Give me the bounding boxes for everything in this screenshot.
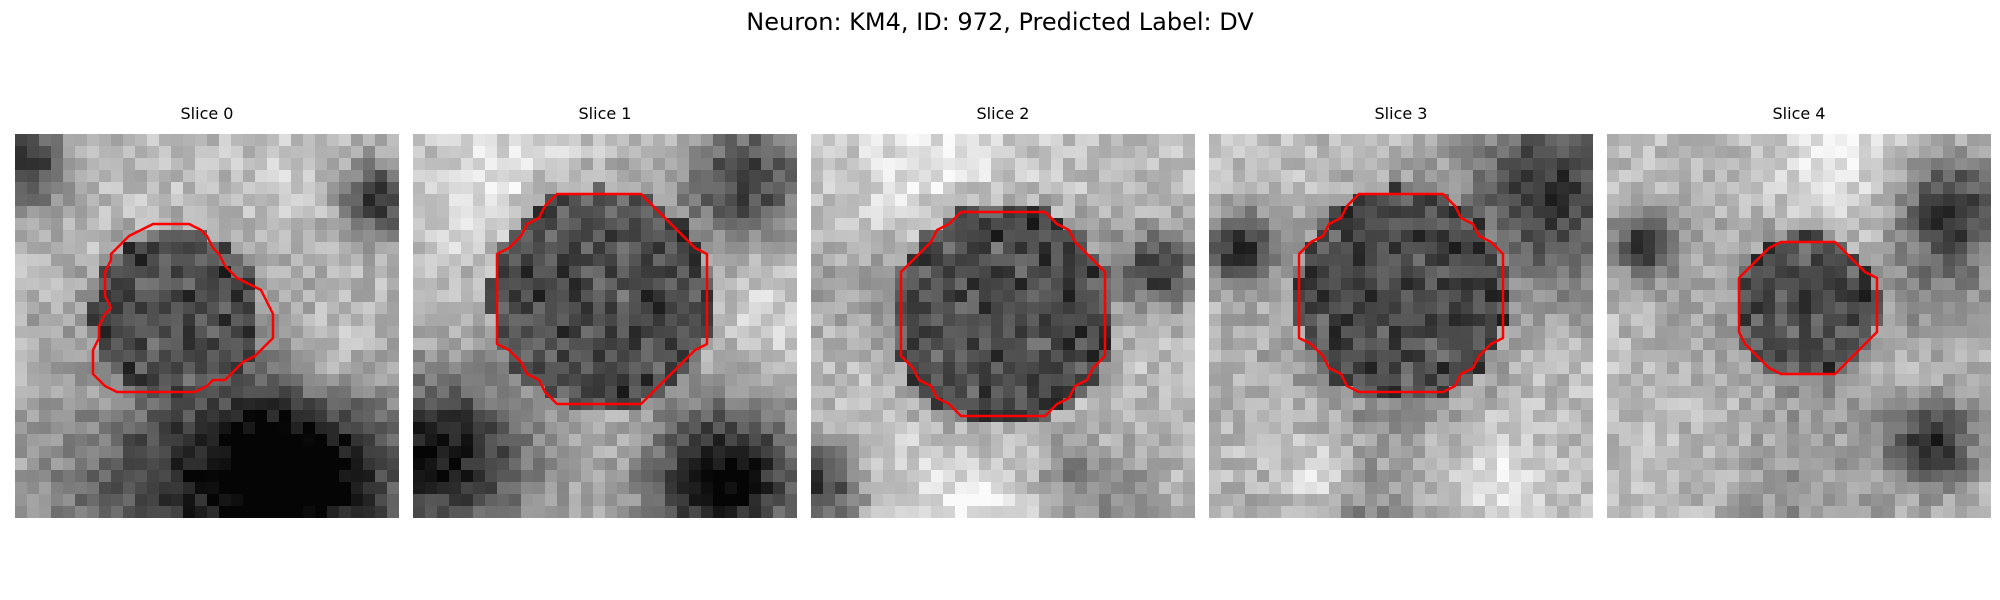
slice-title: Slice 0 — [180, 104, 234, 123]
pixel-grid — [15, 134, 399, 518]
pixel-grid — [413, 134, 797, 518]
slice-title: Slice 1 — [578, 104, 632, 123]
pixel-grid — [811, 134, 1195, 518]
figure-title: Neuron: KM4, ID: 972, Predicted Label: D… — [746, 8, 1254, 36]
neuron-contour — [899, 210, 1107, 418]
slice-image — [1209, 134, 1593, 518]
slice-title: Slice 4 — [1772, 104, 1826, 123]
slice-title: Slice 3 — [1374, 104, 1428, 123]
neuron-contour — [1737, 240, 1879, 376]
slice-title: Slice 2 — [976, 104, 1030, 123]
slice-image — [15, 134, 399, 518]
pixel-grid — [1607, 134, 1991, 518]
pixel-grid — [1209, 134, 1593, 518]
slice-image — [1607, 134, 1991, 518]
neuron-contour — [91, 222, 275, 394]
neuron-contour — [495, 192, 709, 406]
slice-image — [413, 134, 797, 518]
neuron-contour — [1297, 192, 1505, 394]
slice-image — [811, 134, 1195, 518]
